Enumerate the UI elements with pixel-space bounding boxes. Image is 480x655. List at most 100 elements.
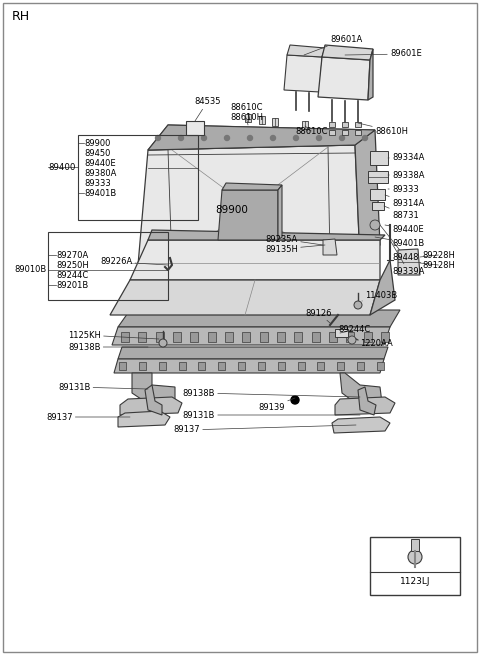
Bar bbox=[355, 122, 361, 127]
Text: 89270A: 89270A bbox=[56, 250, 88, 259]
Text: 89137: 89137 bbox=[173, 425, 356, 434]
Polygon shape bbox=[320, 48, 325, 92]
Polygon shape bbox=[318, 57, 370, 100]
Circle shape bbox=[271, 136, 276, 141]
Polygon shape bbox=[372, 202, 384, 210]
Bar bbox=[208, 332, 216, 342]
Text: 88610H: 88610H bbox=[358, 123, 408, 136]
Bar bbox=[218, 362, 225, 370]
Text: 89010B: 89010B bbox=[14, 265, 46, 274]
Polygon shape bbox=[398, 249, 420, 275]
Polygon shape bbox=[340, 373, 382, 405]
Text: 89131B: 89131B bbox=[58, 383, 148, 392]
Circle shape bbox=[339, 136, 345, 141]
Bar bbox=[294, 332, 302, 342]
Polygon shape bbox=[322, 45, 373, 60]
Bar bbox=[342, 122, 348, 127]
Bar bbox=[121, 332, 129, 342]
Polygon shape bbox=[145, 385, 162, 415]
Polygon shape bbox=[114, 359, 384, 373]
Bar bbox=[198, 362, 205, 370]
Circle shape bbox=[408, 550, 422, 564]
Polygon shape bbox=[370, 260, 395, 315]
Text: 1123LJ: 1123LJ bbox=[400, 578, 430, 586]
Polygon shape bbox=[118, 310, 400, 327]
Bar bbox=[119, 362, 126, 370]
Text: 89900: 89900 bbox=[84, 138, 110, 147]
Text: 89135H: 89135H bbox=[265, 244, 325, 253]
Polygon shape bbox=[284, 55, 322, 92]
Text: 89333: 89333 bbox=[388, 185, 419, 193]
Circle shape bbox=[348, 336, 356, 344]
Circle shape bbox=[293, 136, 299, 141]
Text: 1125KH: 1125KH bbox=[68, 331, 159, 339]
Text: 89126: 89126 bbox=[305, 309, 332, 323]
Bar bbox=[156, 332, 164, 342]
Text: 89228H: 89228H bbox=[420, 250, 455, 259]
Bar bbox=[138, 332, 146, 342]
Text: 89314A: 89314A bbox=[385, 195, 424, 208]
Circle shape bbox=[179, 136, 183, 141]
Bar bbox=[381, 332, 389, 342]
Bar bbox=[278, 362, 285, 370]
Text: 89401B: 89401B bbox=[375, 237, 424, 248]
Text: 89201B: 89201B bbox=[56, 280, 88, 290]
Polygon shape bbox=[272, 118, 278, 126]
Circle shape bbox=[248, 136, 252, 141]
Text: 89138B: 89138B bbox=[182, 388, 360, 398]
Bar bbox=[370, 151, 388, 165]
Polygon shape bbox=[370, 189, 385, 200]
Polygon shape bbox=[368, 171, 388, 183]
Bar bbox=[225, 332, 233, 342]
Text: 84535: 84535 bbox=[194, 98, 220, 121]
Text: 89137: 89137 bbox=[46, 413, 130, 422]
Polygon shape bbox=[278, 185, 282, 240]
Polygon shape bbox=[110, 280, 380, 315]
Circle shape bbox=[156, 136, 160, 141]
Text: 88610C: 88610C bbox=[295, 126, 327, 136]
Bar bbox=[370, 537, 460, 595]
Text: 89900: 89900 bbox=[216, 205, 249, 215]
Bar bbox=[298, 362, 305, 370]
Text: 89334A: 89334A bbox=[388, 153, 424, 162]
Text: 89244C: 89244C bbox=[56, 271, 88, 280]
Text: 89380A: 89380A bbox=[84, 168, 116, 178]
Polygon shape bbox=[118, 411, 170, 427]
Bar bbox=[139, 362, 146, 370]
Text: 89226A: 89226A bbox=[100, 257, 168, 267]
Polygon shape bbox=[112, 327, 390, 345]
Text: 89450: 89450 bbox=[84, 149, 110, 157]
Polygon shape bbox=[287, 45, 325, 57]
Bar bbox=[337, 362, 344, 370]
Text: 89250H: 89250H bbox=[56, 261, 89, 269]
Text: 89400: 89400 bbox=[48, 162, 75, 172]
Circle shape bbox=[362, 136, 368, 141]
Polygon shape bbox=[302, 121, 308, 129]
Polygon shape bbox=[335, 397, 395, 415]
Bar bbox=[347, 332, 354, 342]
Polygon shape bbox=[120, 397, 182, 415]
Polygon shape bbox=[132, 373, 175, 405]
Text: 89601E: 89601E bbox=[345, 50, 422, 58]
Bar bbox=[364, 332, 372, 342]
Bar bbox=[342, 130, 348, 135]
Text: 11403B: 11403B bbox=[362, 291, 397, 301]
Text: 89235A: 89235A bbox=[266, 234, 323, 245]
Text: 89339A: 89339A bbox=[390, 240, 424, 276]
Polygon shape bbox=[358, 387, 376, 415]
Bar bbox=[78, 135, 198, 220]
Bar bbox=[186, 121, 204, 135]
Polygon shape bbox=[118, 347, 388, 359]
Text: 88610C: 88610C bbox=[230, 103, 263, 120]
Circle shape bbox=[159, 339, 167, 347]
Polygon shape bbox=[130, 240, 380, 280]
Bar bbox=[191, 332, 198, 342]
Bar bbox=[411, 539, 419, 551]
Text: 89601A: 89601A bbox=[304, 35, 362, 55]
Bar bbox=[179, 362, 186, 370]
Bar bbox=[329, 332, 337, 342]
Polygon shape bbox=[332, 417, 390, 433]
Text: 89401B: 89401B bbox=[84, 189, 116, 198]
Text: 1220AA: 1220AA bbox=[356, 339, 393, 348]
Bar bbox=[277, 332, 285, 342]
